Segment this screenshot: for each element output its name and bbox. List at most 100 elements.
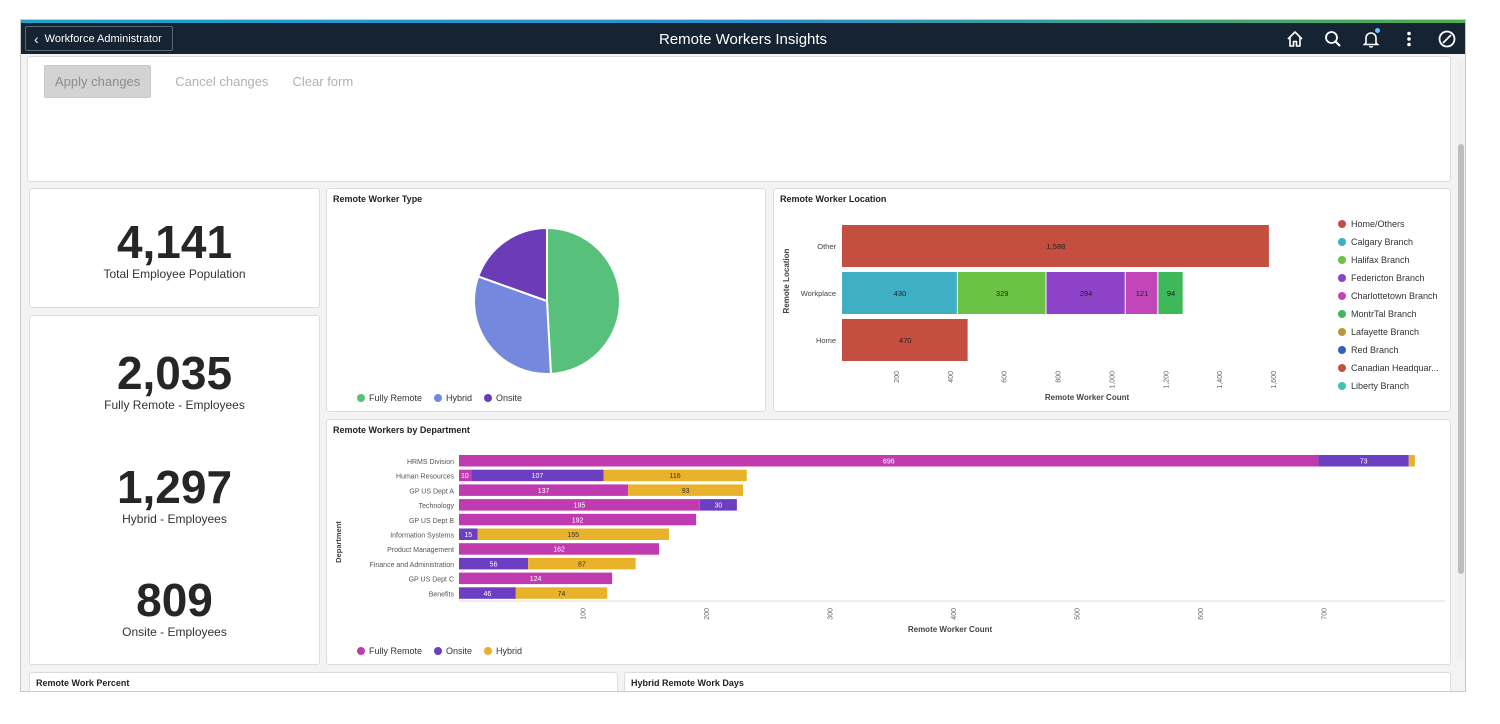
compass-icon[interactable] [1437,29,1457,49]
location-legend-item: Canadian Headquar... [1338,359,1439,377]
location-data-label: 121 [1136,289,1149,298]
scrollbar-thumb[interactable] [1458,144,1464,574]
department-category-label: GP US Dept B [409,518,454,525]
location-x-tick-label: 1,200 [1163,371,1170,389]
department-bar-segment [459,455,1319,467]
remote-worker-location-card: Remote Worker Location Remote Location Ot… [773,188,1451,412]
department-bar-segment [699,499,737,511]
department-data-label: 10 [461,473,469,480]
location-y-axis-title: Remote Location [782,248,791,313]
department-data-label: 107 [532,473,544,480]
department-category-label: Human Resources [396,474,454,481]
department-data-label: 116 [670,473,681,480]
legend-swatch [1338,256,1346,264]
kpi-remote-value: 2,035 [116,347,233,399]
department-data-label: 124 [530,576,542,583]
more-vertical-icon[interactable] [1399,29,1419,49]
legend-swatch [1338,346,1346,354]
location-x-tick-label: 1,000 [1109,371,1116,389]
location-data-label: 94 [1167,289,1175,298]
department-data-label: 155 [567,532,579,539]
search-icon[interactable] [1323,29,1343,49]
location-x-tick-label: 200 [894,371,901,383]
notification-badge [1375,28,1380,33]
legend-swatch [1338,310,1346,318]
legend-swatch [1338,382,1346,390]
home-icon[interactable] [1285,29,1305,49]
location-legend-item: Charlottetown Branch [1338,287,1439,305]
legend-label: Hybrid [496,646,523,656]
legend-item-onsite: Onsite [434,646,472,656]
department-y-axis-title: Department [334,521,343,563]
bell-icon[interactable] [1361,28,1381,49]
hybrid-remote-work-days-title: Hybrid Remote Work Days [631,678,744,688]
department-x-axis-title: Remote Worker Count [908,625,993,634]
clear-form-button[interactable]: Clear form [292,74,354,89]
legend-label: Halifax Branch [1351,255,1410,265]
legend-item-hybrid: Hybrid [434,393,472,403]
back-button[interactable]: ‹ Workforce Administrator [25,26,173,51]
kpi-total-value: 4,141 [116,216,233,268]
location-legend-item: Liberty Branch [1338,377,1439,395]
location-bar-segment [842,225,1269,267]
department-data-label: 15 [464,532,472,539]
page-scrollbar[interactable] [1458,60,1464,660]
location-x-tick-label: 800 [1056,371,1063,383]
location-legend-item: Halifax Branch [1338,251,1439,269]
legend-label: Onsite [446,646,473,656]
department-bar-segment [1408,455,1415,467]
remote-workers-by-department-chart: Department HRMS Division 696 73 Human Resour… [334,455,1445,634]
form-actions: Apply changes Cancel changes Clear form [44,65,353,98]
pie-slice-onsite [476,226,548,303]
department-bar-segment [459,469,472,482]
location-legend-item: Calgary Branch [1338,233,1439,251]
location-x-tick-label: 1,400 [1217,371,1224,389]
location-legend: Home/Others Calgary Branch Halifax Branch F… [1338,215,1439,395]
department-data-label: 93 [682,488,690,495]
department-bar-segment [459,528,478,540]
department-data-label: 192 [572,517,584,524]
department-bar-segment [528,557,636,570]
location-category-label: Other [817,242,836,251]
department-category-label: GP US Dept C [409,577,454,584]
department-x-tick-label: 400 [951,608,958,620]
cancel-changes-button[interactable]: Cancel changes [175,74,269,89]
legend-swatch [1338,364,1346,372]
location-bar-segment [1125,272,1158,314]
department-category-label: Information Systems [390,533,454,540]
legend-label: Federicton Branch [1351,273,1425,283]
remote-work-percent-title: Remote Work Percent [36,678,130,688]
kpi-onsite-label: Onsite - Employees [122,625,227,639]
legend-swatch [1338,292,1346,300]
department-x-tick-label: 600 [1198,608,1205,620]
department-bar-segment [603,469,747,482]
legend-label: Charlottetown Branch [1351,291,1438,301]
department-category-label: Finance and Administration [370,562,455,569]
location-data-label: 329 [996,289,1009,298]
kpi-onsite-value: 809 [136,574,213,626]
department-bar-segment [459,572,613,585]
location-legend-item: Home/Others [1338,215,1439,233]
department-legend: Fully Remote Onsite Hybrid [357,646,522,656]
filter-form-panel: Apply changes Cancel changes Clear form [27,56,1451,182]
legend-swatch [1338,238,1346,246]
department-bar-segment [515,587,608,599]
legend-item-hybrid: Hybrid [484,646,522,656]
department-data-label: 87 [578,561,586,568]
chevron-left-icon: ‹ [34,30,39,47]
legend-label: Hybrid [446,393,473,403]
location-legend-item: Lafayette Branch [1338,323,1439,341]
legend-label: Calgary Branch [1351,237,1414,247]
remote-worker-location-chart: Remote Location Other Workplace Home 1,588 43… [782,225,1278,402]
location-x-tick-label: 1,600 [1271,371,1278,389]
hybrid-remote-work-days-card: Hybrid Remote Work Days [624,672,1451,691]
department-bar-segment [459,557,529,570]
legend-label: Home/Others [1351,219,1405,229]
department-data-label: 73 [1360,459,1368,466]
remote-workers-by-department-card: Remote Workers by Department Department H… [326,419,1451,665]
page-title: Remote Workers Insights [658,31,828,48]
apply-changes-button[interactable]: Apply changes [44,65,152,98]
location-legend-item: Federicton Branch [1338,269,1439,287]
location-category-label: Home [816,336,836,345]
kpi-total-label: Total Employee Population [103,267,246,281]
